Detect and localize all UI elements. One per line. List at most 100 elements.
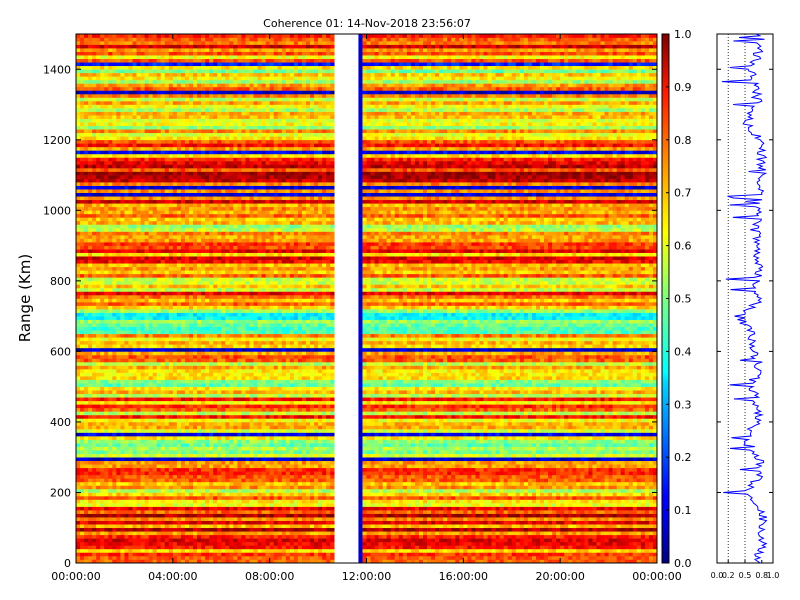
- heatmap-cell: [314, 534, 319, 539]
- heatmap-cell: [560, 555, 565, 560]
- heatmap-cell: [120, 503, 125, 507]
- heatmap-cell: [628, 460, 634, 465]
- heatmap-cell: [237, 492, 242, 497]
- heatmap-cell: [519, 499, 525, 504]
- heatmap-cell: [285, 520, 291, 525]
- heatmap-cell: [289, 499, 295, 504]
- heatmap-cell: [293, 453, 299, 458]
- heatmap-cell: [366, 548, 371, 553]
- heatmap-cell: [604, 517, 609, 521]
- heatmap-cell: [479, 453, 484, 458]
- heatmap-cell: [128, 527, 133, 532]
- heatmap-cell: [608, 555, 613, 560]
- heatmap-cell: [418, 538, 424, 543]
- heatmap-cell: [301, 545, 307, 550]
- heatmap-cell: [108, 488, 113, 493]
- heatmap-cell: [495, 513, 500, 518]
- heatmap-cell: [277, 485, 283, 490]
- heatmap-cell: [495, 439, 500, 444]
- heatmap-cell: [257, 443, 262, 447]
- heatmap-cell: [249, 439, 254, 444]
- heatmap-cell: [414, 510, 420, 514]
- heatmap-cell: [507, 517, 513, 521]
- heatmap-cell: [104, 446, 109, 451]
- heatmap-cell: [644, 474, 650, 479]
- heatmap-cell: [140, 492, 145, 497]
- heatmap-cell: [556, 520, 561, 525]
- heatmap-cell: [269, 534, 274, 539]
- heatmap-cell: [386, 559, 391, 564]
- heatmap-cell: [471, 517, 476, 521]
- heatmap-cell: [305, 495, 311, 500]
- heatmap-cell: [213, 460, 218, 465]
- heatmap-cell: [112, 506, 117, 511]
- heatmap-cell: [564, 443, 569, 447]
- heatmap-cell: [297, 499, 303, 504]
- heatmap-cell: [245, 488, 250, 493]
- heatmap-cell: [193, 548, 198, 553]
- heatmap-cell: [531, 443, 537, 447]
- heatmap-cell: [269, 467, 274, 472]
- heatmap-cell: [600, 478, 605, 483]
- heatmap-cell: [273, 499, 279, 504]
- heatmap-cell: [184, 552, 190, 557]
- heatmap-cell: [418, 559, 424, 564]
- heatmap-cell: [261, 499, 266, 504]
- heatmap-cell: [427, 450, 432, 454]
- heatmap-cell: [612, 555, 617, 560]
- heatmap-cell: [96, 488, 101, 493]
- heatmap-cell: [435, 552, 440, 557]
- heatmap-cell: [503, 485, 509, 490]
- heatmap-cell: [418, 457, 424, 462]
- heatmap-cell: [604, 436, 609, 440]
- heatmap-cell: [326, 474, 331, 479]
- heatmap-cell: [132, 499, 137, 504]
- heatmap-cell: [584, 481, 589, 486]
- heatmap-cell: [523, 538, 529, 543]
- heatmap-cell: [148, 524, 153, 529]
- heatmap-cell: [507, 464, 513, 469]
- heatmap-cell: [439, 464, 444, 469]
- heatmap-cell: [128, 541, 133, 546]
- heatmap-cell: [136, 446, 141, 451]
- heatmap-cell: [76, 559, 81, 564]
- heatmap-cell: [193, 534, 198, 539]
- heatmap-cell: [281, 499, 287, 504]
- heatmap-cell: [503, 457, 509, 462]
- heatmap-cell: [370, 555, 375, 560]
- heatmap-cell: [148, 531, 153, 536]
- heatmap-cell: [431, 559, 436, 564]
- heatmap-cell: [100, 453, 105, 458]
- heatmap-cell: [76, 524, 81, 529]
- heatmap-cell: [519, 460, 525, 465]
- heatmap-cell: [128, 506, 133, 511]
- heatmap-cell: [305, 520, 311, 525]
- heatmap-cell: [398, 545, 404, 550]
- heatmap-cell: [548, 545, 553, 550]
- heatmap-cell: [164, 474, 170, 479]
- heatmap-cell: [459, 506, 464, 511]
- heatmap-cell: [443, 478, 448, 483]
- heatmap-cell: [584, 555, 589, 560]
- heatmap-cell: [382, 538, 387, 543]
- heatmap-cell: [277, 513, 283, 518]
- heatmap-cell: [515, 492, 521, 497]
- heatmap-cell: [422, 534, 428, 539]
- heatmap-cell: [544, 446, 549, 451]
- heatmap-cell: [108, 457, 113, 462]
- heatmap-cell: [439, 503, 444, 507]
- heatmap-cell: [640, 495, 646, 500]
- heatmap-cell: [410, 467, 416, 472]
- heatmap-cell: [652, 450, 658, 454]
- heatmap-cell: [475, 552, 480, 557]
- heatmap-cell: [76, 555, 81, 560]
- heatmap-cell: [176, 492, 182, 497]
- heatmap-cell: [128, 488, 133, 493]
- heatmap-cell: [156, 499, 162, 504]
- heatmap-cell: [132, 453, 137, 458]
- heatmap-cell: [305, 460, 311, 465]
- heatmap-cell: [414, 492, 420, 497]
- heatmap-cell: [398, 446, 404, 451]
- heatmap-cell: [233, 506, 238, 511]
- heatmap-cell: [402, 439, 408, 444]
